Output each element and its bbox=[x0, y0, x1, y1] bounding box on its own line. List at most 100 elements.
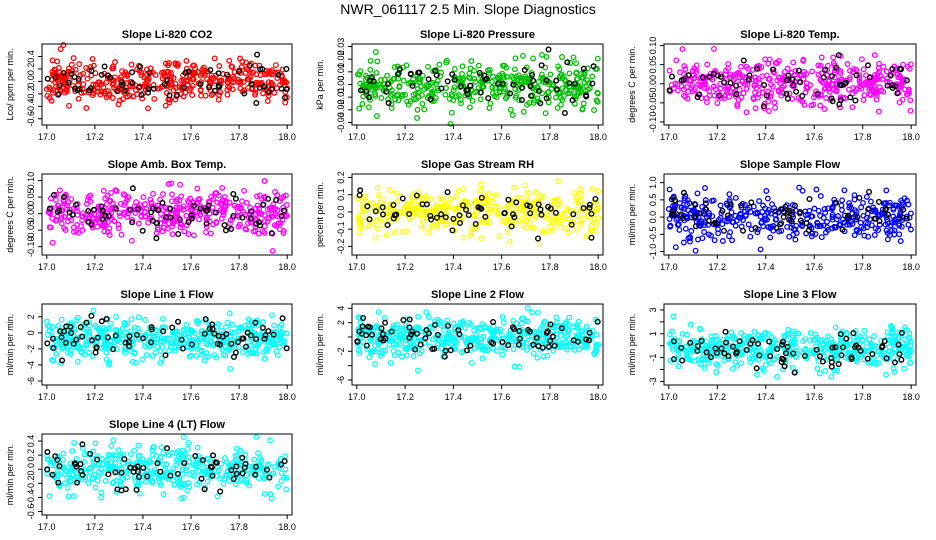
reference-point bbox=[114, 88, 121, 95]
data-point bbox=[356, 105, 363, 112]
data-point bbox=[73, 204, 80, 211]
reference-point bbox=[205, 202, 212, 209]
reference-point bbox=[164, 76, 171, 83]
data-point bbox=[359, 201, 366, 208]
x-tick-label: 18.0 bbox=[589, 262, 607, 272]
reference-point bbox=[253, 220, 260, 227]
reference-point bbox=[733, 82, 740, 89]
x-tick-label: 17.2 bbox=[86, 262, 104, 272]
reference-point bbox=[564, 59, 571, 66]
chart-title: Slope Li-820 Pressure bbox=[420, 29, 535, 41]
data-point bbox=[98, 489, 105, 496]
reference-point bbox=[221, 222, 228, 229]
reference-point bbox=[883, 205, 890, 212]
data-point bbox=[266, 205, 273, 212]
data-point bbox=[260, 90, 266, 97]
y-tick-label: -1.0 bbox=[648, 244, 658, 260]
data-point bbox=[486, 105, 493, 111]
reference-point bbox=[569, 97, 576, 104]
reference-point bbox=[528, 92, 535, 99]
reference-point bbox=[176, 216, 183, 223]
data-point bbox=[573, 60, 580, 67]
reference-point bbox=[722, 328, 729, 335]
data-point bbox=[766, 75, 773, 82]
y-tick-label: -6 bbox=[26, 377, 36, 385]
data-point bbox=[261, 223, 268, 230]
data-point bbox=[858, 56, 865, 63]
data-point bbox=[420, 195, 427, 202]
data-point bbox=[257, 72, 264, 78]
data-point bbox=[235, 344, 242, 350]
data-point bbox=[69, 448, 76, 455]
data-point bbox=[535, 78, 542, 85]
data-point bbox=[721, 217, 728, 224]
data-point bbox=[542, 110, 549, 117]
data-point bbox=[715, 230, 722, 237]
data-point bbox=[282, 99, 289, 106]
reference-point bbox=[441, 353, 448, 360]
data-point bbox=[756, 198, 763, 205]
data-point bbox=[594, 98, 601, 105]
data-point bbox=[391, 64, 398, 71]
data-point bbox=[256, 62, 263, 69]
data-point bbox=[102, 477, 109, 484]
data-point bbox=[863, 340, 870, 347]
reference-point bbox=[393, 211, 400, 218]
data-point bbox=[803, 80, 810, 87]
data-point bbox=[556, 66, 563, 73]
data-point bbox=[729, 237, 736, 244]
data-point bbox=[736, 70, 743, 77]
reference-point bbox=[380, 211, 387, 218]
y-tick-label: 0.10 bbox=[26, 172, 36, 190]
data-point bbox=[503, 64, 510, 71]
reference-point bbox=[745, 76, 752, 83]
data-point bbox=[197, 87, 204, 94]
data-point bbox=[717, 202, 724, 209]
reference-point bbox=[669, 73, 676, 80]
data-point bbox=[870, 207, 877, 214]
data-point bbox=[414, 115, 421, 121]
reference-point bbox=[536, 87, 543, 94]
chart-title: Slope Gas Stream RH bbox=[421, 159, 534, 171]
y-tick-label: 0.2 bbox=[336, 171, 346, 184]
reference-points bbox=[666, 52, 910, 110]
reference-point bbox=[519, 84, 526, 91]
data-point bbox=[691, 65, 698, 72]
data-point bbox=[523, 210, 530, 217]
reference-point bbox=[153, 235, 160, 242]
data-point bbox=[197, 203, 204, 210]
data-point bbox=[571, 347, 578, 353]
data-point bbox=[90, 62, 97, 69]
data-point bbox=[396, 83, 403, 90]
data-point bbox=[894, 71, 901, 78]
reference-point bbox=[254, 51, 261, 58]
data-point bbox=[154, 343, 161, 350]
data-point bbox=[499, 313, 506, 320]
reference-point bbox=[510, 81, 517, 88]
data-point bbox=[425, 229, 432, 236]
reference-point bbox=[222, 227, 229, 234]
data-point bbox=[49, 57, 56, 64]
data-point bbox=[265, 68, 272, 75]
reference-point bbox=[190, 202, 197, 209]
data-point bbox=[520, 52, 526, 59]
data-point bbox=[372, 234, 379, 241]
data-point bbox=[583, 323, 590, 330]
data-point bbox=[139, 95, 146, 102]
y-tick-label: -4 bbox=[26, 361, 36, 369]
reference-point bbox=[150, 85, 157, 92]
y-tick-label: -0.1 bbox=[336, 221, 346, 237]
reference-point bbox=[679, 357, 686, 364]
y-tick-label: 0.05 bbox=[26, 188, 36, 206]
reference-point bbox=[789, 76, 796, 83]
reference-point bbox=[173, 91, 180, 98]
data-point bbox=[190, 76, 197, 83]
data-point bbox=[841, 219, 848, 226]
data-point bbox=[901, 365, 907, 372]
reference-point bbox=[835, 361, 842, 368]
data-point bbox=[595, 215, 602, 222]
reference-point bbox=[88, 67, 95, 74]
data-point bbox=[165, 220, 172, 227]
data-point bbox=[74, 358, 81, 365]
